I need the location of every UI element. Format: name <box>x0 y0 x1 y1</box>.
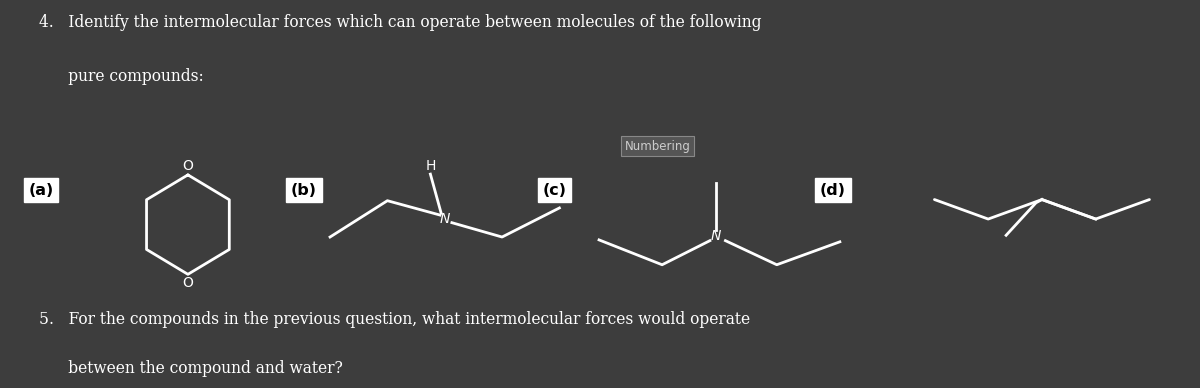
Text: O: O <box>182 276 193 290</box>
Text: 5.   For the compounds in the previous question, what intermolecular forces woul: 5. For the compounds in the previous que… <box>38 311 750 327</box>
Text: pure compounds:: pure compounds: <box>38 68 203 85</box>
Text: (d): (d) <box>820 183 846 197</box>
Text: (a): (a) <box>29 183 54 197</box>
Text: O: O <box>182 159 193 173</box>
Text: (c): (c) <box>542 183 566 197</box>
Text: N: N <box>710 229 721 243</box>
Text: H: H <box>425 159 436 173</box>
Text: N: N <box>439 212 450 226</box>
Text: 4.   Identify the intermolecular forces which can operate between molecules of t: 4. Identify the intermolecular forces wh… <box>38 14 761 31</box>
Text: Numbering: Numbering <box>624 140 690 153</box>
Text: between the compound and water?: between the compound and water? <box>38 360 342 378</box>
Text: (b): (b) <box>290 183 317 197</box>
